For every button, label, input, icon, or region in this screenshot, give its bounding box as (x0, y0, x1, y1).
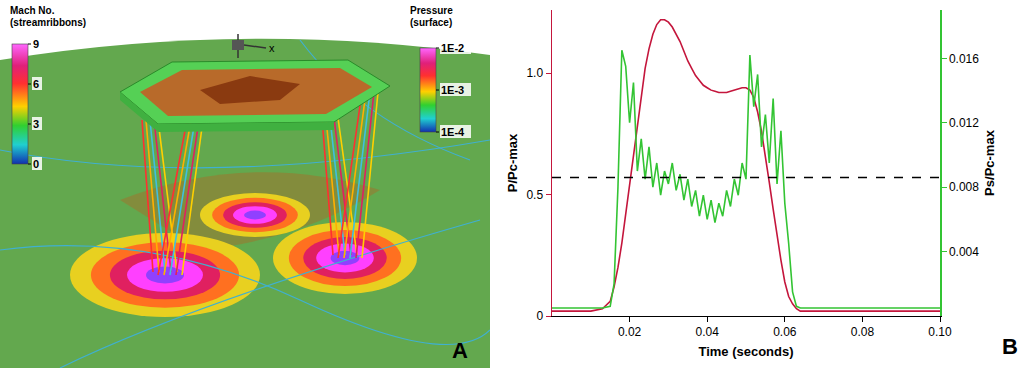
svg-text:0: 0 (33, 158, 39, 170)
svg-text:Time (seconds): Time (seconds) (698, 344, 793, 359)
svg-text:0.008: 0.008 (949, 180, 979, 194)
svg-text:1E-2: 1E-2 (441, 42, 464, 54)
svg-text:1.0: 1.0 (526, 66, 543, 80)
svg-text:0.08: 0.08 (851, 325, 875, 339)
svg-text:P/Pc-max: P/Pc-max (505, 133, 520, 192)
svg-text:0.5: 0.5 (526, 188, 543, 202)
svg-text:6: 6 (33, 78, 39, 90)
svg-text:9: 9 (33, 38, 39, 50)
svg-text:1E-4: 1E-4 (441, 126, 465, 138)
svg-text:3: 3 (33, 118, 39, 130)
svg-text:0.004: 0.004 (949, 245, 979, 259)
svg-text:(surface): (surface) (410, 17, 452, 28)
svg-text:Ps/Pc-max: Ps/Pc-max (982, 129, 997, 196)
svg-text:Pressure: Pressure (410, 5, 453, 16)
svg-text:(streamribbons): (streamribbons) (10, 17, 86, 28)
svg-text:0.10: 0.10 (928, 325, 952, 339)
svg-text:0.04: 0.04 (696, 325, 720, 339)
svg-text:0.012: 0.012 (949, 116, 979, 130)
svg-text:0: 0 (536, 309, 543, 323)
svg-text:0.016: 0.016 (949, 52, 979, 66)
html-text:B: B (1002, 334, 1018, 359)
svg-text:0.02: 0.02 (618, 325, 642, 339)
svg-text:A: A (452, 338, 468, 363)
svg-text:Mach No.: Mach No. (10, 5, 55, 16)
svg-text:1E-3: 1E-3 (441, 84, 464, 96)
svg-text:x: x (269, 42, 275, 54)
svg-text:0.06: 0.06 (773, 325, 797, 339)
